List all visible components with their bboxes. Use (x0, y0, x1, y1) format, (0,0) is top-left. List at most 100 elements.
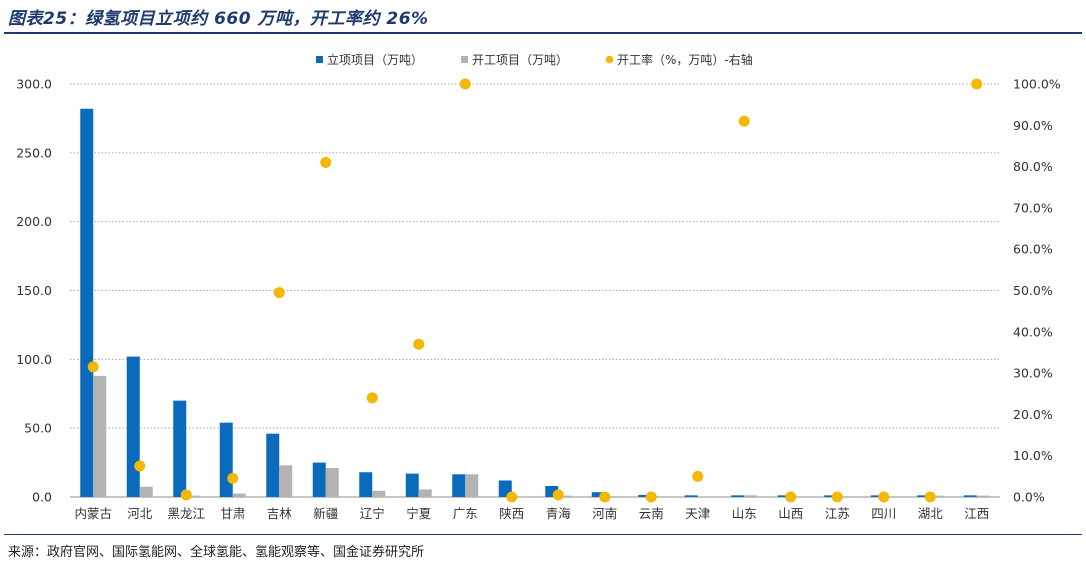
y-right-tick-label: 50.0% (1013, 283, 1053, 298)
bar-approved (963, 495, 977, 497)
legend-label: 立项项目（万吨） (327, 52, 423, 67)
source-note: 来源：政府官网、国际氢能网、全球氢能、氢能观察等、国金证券研究所 (8, 545, 425, 560)
rate-point (831, 491, 843, 503)
figure-title: 图表25：绿氢项目立项约 660 万吨，开工率约 26% (8, 9, 429, 29)
y-right-tick-label: 90.0% (1013, 118, 1053, 133)
y-left-tick-label: 100.0 (16, 352, 52, 367)
legend-marker (605, 55, 614, 64)
rate-point (506, 491, 518, 503)
y-right-tick-label: 10.0% (1013, 448, 1053, 463)
category-label: 江西 (964, 506, 989, 521)
rate-point (180, 489, 192, 501)
category-label: 陕西 (499, 506, 524, 521)
rate-point (692, 470, 704, 482)
y-right-tick-label: 20.0% (1013, 407, 1053, 422)
rate-point (320, 156, 332, 168)
bar-approved (731, 495, 745, 497)
y-right-tick-label: 30.0% (1013, 366, 1053, 381)
rate-point (413, 338, 425, 350)
bar-started (232, 493, 246, 497)
rate-point (971, 78, 983, 90)
legend-label: 开工项目（万吨） (472, 53, 568, 67)
rate-point (878, 491, 890, 503)
y-axis-left: 0.0 50.0 100.0 150.0 200.0 250.0 300.0 (16, 77, 52, 505)
y-right-tick-label: 80.0% (1013, 159, 1053, 174)
y-left-tick-label: 0.0 (32, 490, 52, 505)
category-label: 云南 (639, 506, 664, 521)
gridlines (70, 83, 1000, 498)
rate-point (459, 78, 471, 90)
y-right-tick-label: 0.0% (1013, 490, 1045, 505)
bar-started (558, 495, 572, 497)
footer-divider (4, 534, 1082, 535)
bar-started (186, 495, 200, 497)
category-label: 辽宁 (360, 506, 385, 521)
category-label: 四川 (871, 506, 896, 521)
bar-approved (684, 495, 698, 497)
bar-started (744, 495, 758, 497)
y-left-tick-label: 300.0 (16, 77, 52, 92)
bar-started (418, 489, 432, 497)
category-label: 湖北 (918, 506, 944, 521)
bar-started (325, 468, 339, 497)
bar-approved (638, 494, 652, 497)
title-divider (4, 32, 1082, 34)
bar-approved (219, 422, 233, 497)
y-right-tick-label: 40.0% (1013, 324, 1053, 339)
rate-point (924, 491, 936, 503)
bar-approved (173, 400, 187, 497)
y-axis-right: 0.0% 10.0% 20.0% 30.0% 40.0% 50.0% 60.0% 70.0% 8… (1013, 77, 1061, 505)
bar-started (697, 496, 711, 497)
y-left-tick-label: 200.0 (16, 214, 52, 229)
bar-started (93, 375, 107, 497)
rate-points (87, 78, 983, 503)
bar-started (279, 465, 293, 497)
category-label: 青海 (546, 506, 572, 521)
category-label: 甘肃 (220, 506, 245, 521)
bar-started (930, 495, 944, 497)
rate-point (87, 361, 99, 373)
bar-started (465, 474, 479, 497)
y-left-tick-label: 250.0 (16, 145, 52, 160)
rate-point (599, 491, 611, 503)
rate-point (273, 287, 285, 299)
bar-approved (359, 472, 373, 497)
category-label: 黑龙江 (167, 506, 205, 521)
bar-approved (452, 474, 466, 497)
bar-started (139, 486, 153, 497)
y-right-tick-label: 100.0% (1013, 77, 1061, 92)
y-left-tick-label: 50.0 (24, 421, 52, 436)
category-label: 江苏 (825, 506, 850, 521)
bar-approved (545, 485, 559, 497)
bar-approved (917, 495, 931, 497)
bar-approved (312, 462, 326, 497)
category-label: 山东 (732, 506, 757, 521)
bars (80, 108, 990, 497)
rate-point (552, 489, 564, 501)
category-label: 山西 (778, 506, 803, 521)
category-label: 吉林 (267, 506, 293, 521)
y-right-tick-label: 70.0% (1013, 200, 1053, 215)
category-label: 河北 (127, 506, 153, 521)
bar-approved (777, 495, 791, 497)
category-label: 河南 (592, 506, 617, 521)
bar-approved (870, 495, 884, 497)
category-label: 宁夏 (406, 506, 432, 521)
rate-point (366, 392, 378, 404)
category-label: 天津 (685, 506, 710, 521)
bar-approved (266, 433, 280, 497)
y-left-tick-label: 150.0 (16, 283, 52, 298)
rate-point (785, 491, 797, 503)
category-label: 内蒙古 (74, 506, 112, 521)
bar-approved (824, 495, 838, 497)
rate-point (738, 115, 750, 127)
bar-started (372, 490, 386, 497)
legend: 立项项目（万吨） 开工项目（万吨） 开工率（%，万吨）-右轴 (316, 52, 753, 67)
y-right-tick-label: 60.0% (1013, 242, 1053, 257)
x-axis-categories: 内蒙古 河北 黑龙江 甘肃 吉林 新疆 辽宁 宁夏 广东 陕西 青海 河南 云南 天津 山东 山西 江苏 四川 湖北… (74, 506, 989, 521)
category-label: 广东 (453, 506, 478, 521)
rate-point (645, 491, 657, 503)
bar-approved (80, 108, 94, 497)
legend-marker (461, 56, 468, 63)
bar-approved (126, 356, 140, 497)
